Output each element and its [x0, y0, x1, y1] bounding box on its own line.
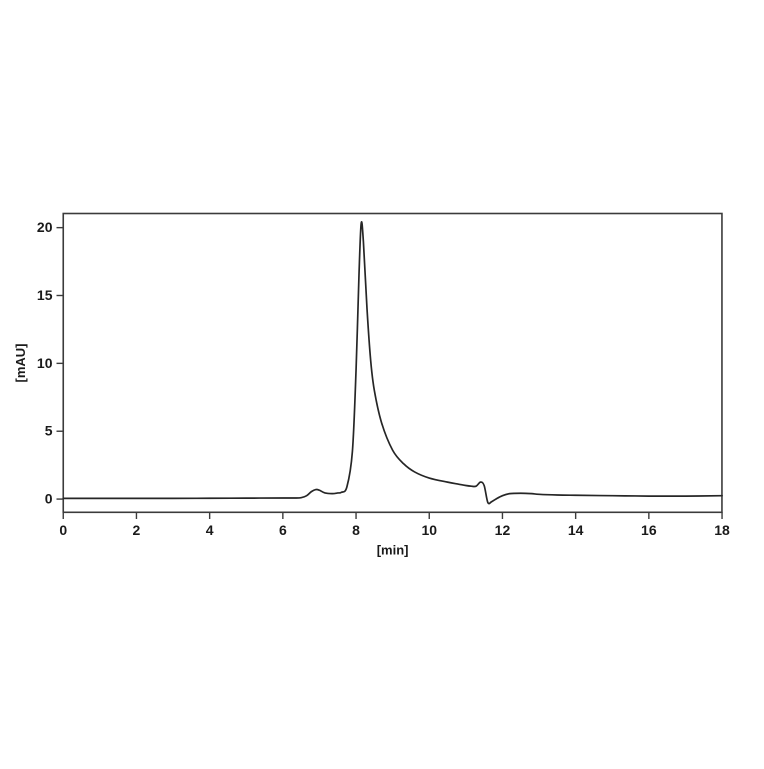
svg-text:20: 20: [37, 219, 53, 235]
svg-text:0: 0: [59, 522, 67, 538]
svg-text:16: 16: [641, 522, 657, 538]
svg-text:10: 10: [421, 522, 437, 538]
svg-text:8: 8: [352, 522, 360, 538]
svg-text:12: 12: [495, 522, 511, 538]
svg-text:18: 18: [714, 522, 730, 538]
svg-text:5: 5: [45, 423, 53, 439]
svg-text:[mAU]: [mAU]: [13, 344, 28, 383]
svg-text:0: 0: [45, 491, 53, 507]
svg-text:4: 4: [206, 522, 214, 538]
svg-text:6: 6: [279, 522, 287, 538]
svg-text:[min]: [min]: [377, 542, 409, 557]
svg-text:15: 15: [37, 287, 53, 303]
svg-text:10: 10: [37, 355, 53, 371]
svg-text:2: 2: [133, 522, 141, 538]
svg-text:14: 14: [568, 522, 584, 538]
